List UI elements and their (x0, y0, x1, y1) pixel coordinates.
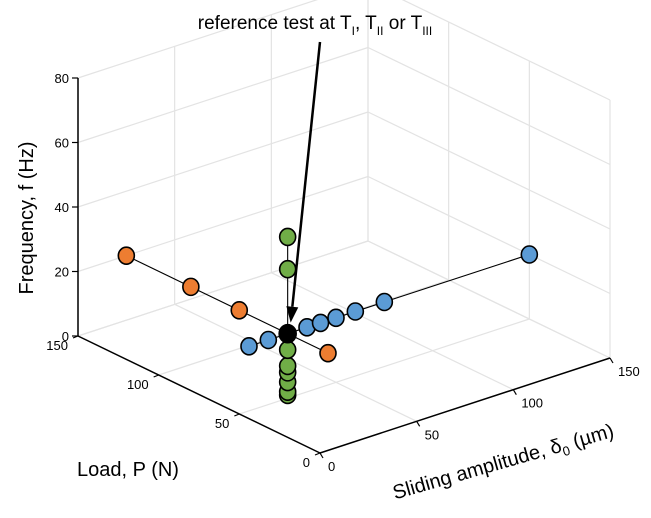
reference-point (278, 323, 297, 344)
grid-line-z-right (367, 46, 611, 166)
frequency-point (278, 227, 297, 247)
grid-line-z-back (77, 0, 319, 79)
x-tick-mark (319, 452, 324, 459)
z-tick-label: 20 (55, 265, 69, 280)
load-point (117, 246, 136, 265)
sliding-point (259, 330, 278, 350)
x-tick-label: 50 (425, 427, 439, 442)
z-tick-label: 0 (62, 329, 69, 344)
grid-line-z-right (401, 0, 611, 101)
x-tick-mark (609, 357, 614, 364)
load-point (230, 300, 249, 320)
x-tick-label: 100 (521, 396, 543, 411)
frequency-point (278, 340, 297, 360)
grid-line-x-floor (367, 240, 611, 359)
grid (77, 0, 611, 454)
y-axis-title: Load, P (N) (77, 459, 179, 481)
grid-line-z-right (367, 175, 611, 295)
load-point (182, 277, 200, 297)
sliding-point (346, 302, 365, 321)
x-tick-label: 150 (618, 364, 640, 379)
z-axis-title: Frequency, f (Hz) (16, 142, 38, 295)
y-tick-mark (153, 374, 159, 378)
z-tick-label: 40 (55, 200, 69, 215)
y-tick-label: 150 (46, 338, 68, 353)
grid-line-y-floor (77, 240, 369, 337)
sliding-point (311, 313, 330, 333)
annotation-text: reference test at TI, TII or TIII (198, 13, 432, 38)
grid-line-x-floor (271, 272, 514, 391)
frequency-point (278, 356, 297, 376)
data-points (117, 227, 539, 405)
sliding-point (240, 337, 258, 356)
sliding-point (520, 245, 539, 264)
x-axis-line (319, 357, 611, 454)
x-tick-mark (512, 389, 517, 395)
sliding-point (375, 292, 394, 312)
x-tick-mark (416, 421, 421, 427)
load-point (319, 343, 337, 363)
y-tick-mark (72, 335, 79, 339)
frequency-point (278, 259, 297, 279)
x-tick-label: 0 (328, 459, 335, 474)
z-tick-label: 60 (55, 136, 69, 151)
y-tick-label: 100 (127, 377, 149, 392)
y-tick-mark (314, 452, 321, 456)
annotation-arrowhead (286, 306, 299, 323)
y-axis-line (77, 335, 321, 454)
grid-line-z-back (77, 46, 369, 144)
y-tick-label: 0 (303, 455, 310, 470)
annotation-arrow (291, 41, 322, 307)
y-tick-mark (234, 413, 240, 417)
z-tick-label: 80 (55, 71, 69, 86)
y-tick-label: 50 (215, 416, 229, 431)
load-series-line (126, 255, 329, 354)
grid-line-z-back (77, 111, 369, 208)
sliding-point (327, 308, 345, 328)
grid-line-z-right (367, 111, 611, 230)
